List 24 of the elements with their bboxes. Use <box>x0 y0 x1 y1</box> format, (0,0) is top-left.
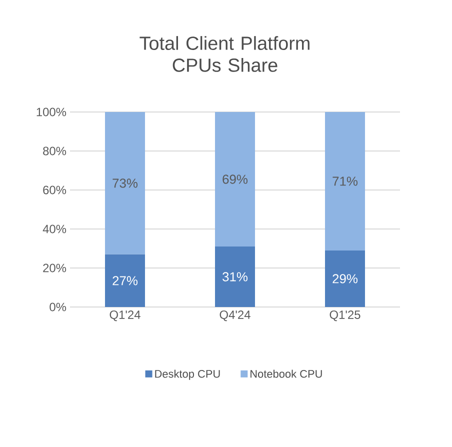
y-tick-label: 100% <box>36 108 66 116</box>
bar <box>215 112 255 247</box>
x-tick-label: Q1'25 <box>330 310 360 322</box>
data-label: 71% <box>332 176 358 186</box>
bar <box>325 112 365 250</box>
bar <box>215 246 255 307</box>
bar <box>325 250 365 307</box>
legend-label: Desktop CPU <box>155 370 220 380</box>
data-label: 29% <box>332 274 358 284</box>
data-label: 27% <box>112 276 138 286</box>
data-label: 69% <box>222 174 248 184</box>
legend-label: Notebook CPU <box>250 370 322 378</box>
bar <box>105 254 145 307</box>
y-tick-label: 20% <box>43 264 66 272</box>
data-label: 31% <box>222 272 248 282</box>
y-tick-label: 40% <box>42 224 66 234</box>
bar <box>105 112 145 254</box>
x-tick-label: Q4'24 <box>220 310 250 322</box>
y-tick-label: 0% <box>50 302 66 312</box>
chart-title: Total Client Platform CPUs Share <box>140 36 310 72</box>
y-tick-label: 60% <box>43 186 66 194</box>
data-label: 73% <box>112 178 138 188</box>
x-tick-label: Q1'24 <box>110 310 140 322</box>
y-tick-label: 80% <box>43 146 66 156</box>
